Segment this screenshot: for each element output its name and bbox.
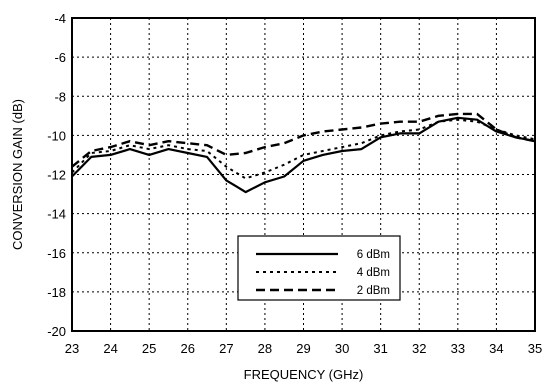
series-line-2 xyxy=(71,112,536,168)
series-line-1 xyxy=(71,118,536,180)
y-tick-label--18: -18 xyxy=(47,285,66,300)
x-tick-label-35: 35 xyxy=(528,341,542,356)
x-tick-label-28: 28 xyxy=(258,341,272,356)
x-tick-label-25: 25 xyxy=(142,341,156,356)
series-lines xyxy=(71,112,536,194)
plot-frame xyxy=(71,17,536,332)
y-tick-label--12: -12 xyxy=(47,168,66,183)
legend: 6 dBm 4 dBm 2 dBm xyxy=(237,235,401,301)
x-tick-label-30: 30 xyxy=(335,341,349,356)
x-tick-labels: 23 24 25 26 27 28 29 30 31 32 33 34 35 xyxy=(65,341,542,356)
x-axis-label: FREQUENCY (GHz) xyxy=(244,367,364,382)
x-tick-label-26: 26 xyxy=(181,341,195,356)
x-tick-label-27: 27 xyxy=(219,341,233,356)
x-tick-label-32: 32 xyxy=(412,341,426,356)
y-tick-label--10: -10 xyxy=(47,128,66,143)
x-tick-label-31: 31 xyxy=(373,341,387,356)
x-tick-label-24: 24 xyxy=(103,341,117,356)
y-tick-label--20: -20 xyxy=(47,324,66,339)
series-line-0 xyxy=(71,116,536,194)
y-tick-label--6: -6 xyxy=(54,50,66,65)
y-tick-label--8: -8 xyxy=(54,89,66,104)
background-watermark xyxy=(300,229,474,380)
x-tick-label-34: 34 xyxy=(489,341,503,356)
x-tick-label-29: 29 xyxy=(296,341,310,356)
y-tick-labels: -20 -18 -16 -14 -12 -10 -8 -6 -4 xyxy=(47,11,66,339)
legend-label-4dbm: 4 dBm xyxy=(357,267,390,279)
y-tick-label--16: -16 xyxy=(47,246,66,261)
legend-label-2dbm: 2 dBm xyxy=(357,285,390,297)
x-tick-label-33: 33 xyxy=(451,341,465,356)
y-tick-label--4: -4 xyxy=(54,11,66,26)
legend-label-6dbm: 6 dBm xyxy=(357,249,390,261)
x-tick-label-23: 23 xyxy=(65,341,79,356)
y-tick-label--14: -14 xyxy=(47,207,66,222)
y-axis-label: CONVERSION GAIN (dB) xyxy=(10,99,25,250)
